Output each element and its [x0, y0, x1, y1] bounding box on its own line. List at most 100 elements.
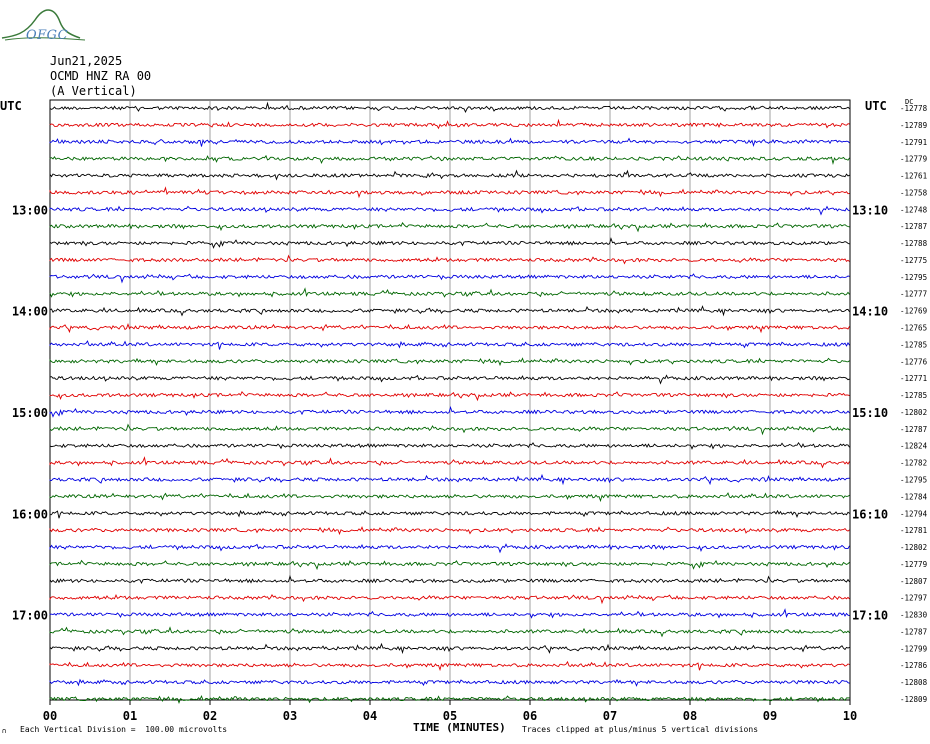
clip-note: Traces clipped at plus/minus 5 vertical … [522, 725, 759, 734]
trace-offset-label: -12787 [900, 222, 927, 231]
trace-offset-label: -12789 [900, 121, 927, 130]
trace-line [49, 169, 850, 181]
trace-line [49, 509, 850, 519]
trace-offset-label: -12779 [900, 560, 927, 569]
trace-offset-label: -12786 [900, 661, 928, 670]
trace-line [49, 626, 850, 638]
left-hour-label: 16:00 [12, 507, 48, 521]
trace-offset-label: -12761 [900, 172, 927, 181]
logo: OFGC [0, 0, 90, 49]
trace-offset-label: -12785 [900, 391, 927, 400]
logo-mark [1, 9, 86, 41]
trace-line [49, 186, 850, 199]
dc-label: DC [905, 98, 913, 106]
trace-line [49, 340, 850, 350]
trace-offset-label: -12758 [900, 188, 928, 197]
trace-line [49, 423, 850, 436]
x-tick-label: 07 [603, 709, 617, 723]
trace-offset-label: -12782 [900, 459, 927, 468]
date-label: Jun21,2025 [50, 54, 123, 68]
trace-offset-label: -12795 [900, 475, 927, 484]
trace-offset-label: -12787 [900, 627, 927, 636]
right-hour-label: 15:10 [852, 406, 888, 420]
x-tick-label: 08 [683, 709, 697, 723]
trace-line [49, 441, 850, 450]
trace-offset-label: -12765 [900, 324, 927, 333]
x-tick-label: 00 [43, 709, 57, 723]
right-hour-label: 16:10 [852, 507, 888, 521]
right-hour-label: 14:10 [852, 305, 888, 319]
trace-line [49, 593, 850, 605]
trace-line [49, 254, 850, 265]
component-label: (A Vertical) [50, 84, 137, 98]
right-hour-label: 17:10 [852, 609, 888, 623]
trace-line [49, 642, 850, 655]
trace-offset-label: -12777 [900, 290, 927, 299]
trace-line [49, 559, 850, 571]
trace-line [49, 322, 850, 334]
left-hour-label: 17:00 [12, 609, 48, 623]
x-tick-label: 02 [203, 709, 217, 723]
trace-offset-label: -12775 [900, 256, 927, 265]
trace-line [49, 287, 850, 298]
trace-offset-label: -12779 [900, 155, 927, 164]
trace-line [49, 374, 850, 385]
trace-line [49, 473, 850, 486]
station-label: OCMD HNZ RA 00 [50, 69, 152, 83]
logo-text: OFGC [26, 28, 69, 43]
trace-offset-label: -12799 [900, 644, 927, 653]
left-utc-label: UTC [0, 99, 22, 113]
trace-offset-label: -12807 [900, 577, 927, 586]
trace-offset-label: -12791 [900, 138, 927, 147]
x-tick-label: 01 [123, 709, 137, 723]
trace-line [49, 405, 850, 418]
x-tick-label: 09 [763, 709, 777, 723]
right-utc-label: UTC [865, 99, 887, 113]
trace-line [49, 222, 850, 233]
trace-line [49, 574, 850, 585]
trace-offset-label: -12802 [900, 543, 927, 552]
corner-mark: ∩ [2, 727, 7, 735]
trace-offset-label: -12781 [900, 526, 927, 535]
trace-line [49, 205, 850, 216]
trace-offset-label: -12795 [900, 273, 927, 282]
trace-line [49, 543, 850, 554]
trace-offset-label: -12784 [900, 492, 928, 501]
trace-line [49, 237, 850, 249]
right-hour-label: 13:10 [852, 203, 888, 217]
x-axis-title: TIME (MINUTES) [413, 721, 506, 734]
trace-line [49, 154, 850, 166]
trace-offset-label: -12785 [900, 340, 927, 349]
x-tick-label: 10 [843, 709, 857, 723]
trace-offset-label: -12797 [900, 594, 927, 603]
trace-line [49, 608, 850, 619]
trace-line [49, 118, 850, 130]
trace-line [49, 101, 850, 114]
trace-offset-label: -12778 [900, 104, 928, 113]
x-tick-label: 06 [523, 709, 537, 723]
trace-line [49, 694, 850, 704]
x-tick-label: 04 [363, 709, 377, 723]
trace-line [49, 305, 850, 317]
trace-offset-label: -12776 [900, 357, 928, 366]
x-tick-label: 05 [443, 709, 457, 723]
trace-offset-label: -12769 [900, 307, 927, 316]
trace-offset-label: -12748 [900, 205, 928, 214]
trace-offset-label: -12824 [900, 442, 928, 451]
x-tick-label: 03 [283, 709, 297, 723]
trace-line [49, 137, 850, 148]
scale-note: Each Vertical Division = 100.00 microvol… [20, 725, 228, 734]
trace-offset-label: -12794 [900, 509, 928, 518]
trace-offset-label: -12808 [900, 678, 928, 687]
left-hour-label: 14:00 [12, 305, 48, 319]
trace-offset-label: -12787 [900, 425, 927, 434]
left-hour-label: 15:00 [12, 406, 48, 420]
trace-offset-label: -12809 [900, 695, 927, 704]
trace-offset-label: -12788 [900, 239, 928, 248]
trace-line [49, 660, 850, 672]
left-hour-label: 13:00 [12, 203, 48, 217]
trace-line [49, 678, 850, 687]
trace-line [49, 390, 850, 402]
trace-line [49, 273, 850, 284]
